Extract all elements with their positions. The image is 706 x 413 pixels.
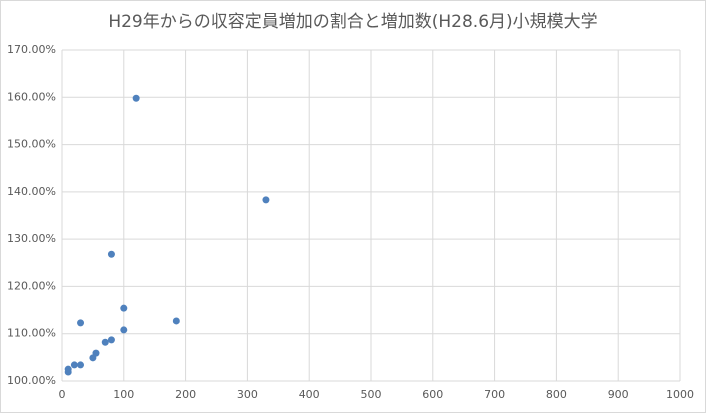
point (70, 361, 78, 369)
x-tick-label: 100 (113, 388, 134, 401)
y-tick-label: 110.00% (7, 327, 56, 340)
x-tick-label: 900 (608, 388, 629, 401)
point (101, 338, 109, 346)
point (92, 349, 100, 357)
point (107, 336, 115, 344)
x-tick-label: 500 (361, 388, 382, 401)
y-tick-label: 120.00% (7, 279, 56, 292)
x-tick-label: 0 (59, 388, 66, 401)
x-tick-label: 200 (175, 388, 196, 401)
y-tick-label: 150.00% (7, 138, 56, 151)
point (132, 94, 140, 102)
point (107, 250, 115, 258)
y-tick-label: 160.00% (7, 90, 56, 103)
x-tick-label: 600 (422, 388, 443, 401)
x-tick-label: 800 (546, 388, 567, 401)
x-tick-label: 400 (299, 388, 320, 401)
point (77, 361, 85, 369)
x-tick-label: 1000 (666, 388, 694, 401)
point (64, 368, 72, 376)
y-tick-label: 130.00% (7, 232, 56, 245)
y-tick-label: 140.00% (7, 185, 56, 198)
chart-title: H29年からの収容定員増加の割合と増加数(H28.6月)小規模大学 (108, 12, 597, 32)
y-tick-label: 170.00% (7, 43, 56, 56)
x-tick-label: 700 (484, 388, 505, 401)
point (172, 317, 180, 325)
y-tick-label: 100.00% (7, 374, 56, 387)
point (120, 304, 128, 312)
point (120, 326, 128, 334)
point (262, 196, 270, 204)
x-tick-label: 300 (237, 388, 258, 401)
point (77, 319, 85, 327)
